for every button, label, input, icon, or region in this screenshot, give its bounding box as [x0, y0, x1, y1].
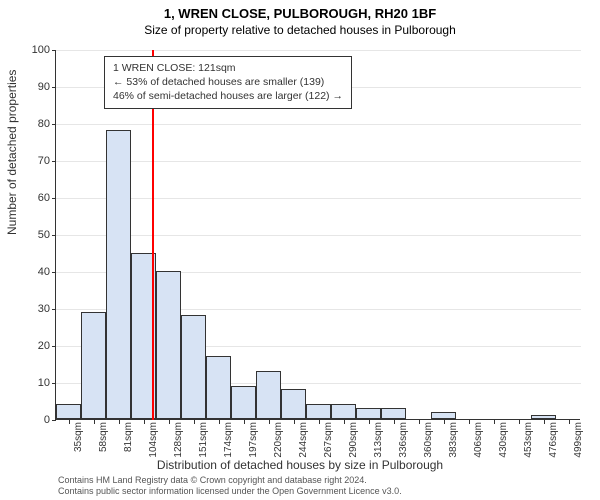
chart-container: 1, WREN CLOSE, PULBOROUGH, RH20 1BF Size… — [0, 0, 600, 500]
ytick-label: 80 — [20, 118, 50, 130]
xtick-mark — [94, 420, 95, 424]
histogram-bar — [356, 408, 381, 419]
ytick-mark — [52, 235, 56, 236]
xtick-mark — [419, 420, 420, 424]
ytick-mark — [52, 420, 56, 421]
xtick-mark — [544, 420, 545, 424]
ytick-label: 30 — [20, 303, 50, 315]
footer-line2: Contains public sector information licen… — [58, 486, 402, 497]
histogram-bar — [281, 389, 306, 419]
ytick-label: 90 — [20, 81, 50, 93]
ytick-label: 100 — [20, 44, 50, 56]
ytick-mark — [52, 346, 56, 347]
histogram-bar — [381, 408, 406, 419]
gridline — [56, 235, 581, 236]
ytick-mark — [52, 383, 56, 384]
plot-frame: 010203040506070809010035sqm58sqm81sqm104… — [55, 50, 580, 420]
xtick-mark — [494, 420, 495, 424]
xtick-mark — [69, 420, 70, 424]
ytick-label: 60 — [20, 192, 50, 204]
xtick-mark — [444, 420, 445, 424]
annotation-line2: ← 53% of detached houses are smaller (13… — [113, 75, 343, 89]
ytick-label: 10 — [20, 377, 50, 389]
ytick-label: 40 — [20, 266, 50, 278]
histogram-bar — [256, 371, 281, 419]
ytick-label: 50 — [20, 229, 50, 241]
histogram-bar — [431, 412, 456, 419]
xtick-mark — [319, 420, 320, 424]
histogram-bar — [331, 404, 356, 419]
xtick-mark — [219, 420, 220, 424]
plot-area: 010203040506070809010035sqm58sqm81sqm104… — [55, 50, 580, 420]
histogram-bar — [81, 312, 106, 419]
xtick-mark — [569, 420, 570, 424]
histogram-bar — [231, 386, 256, 419]
chart-subtitle: Size of property relative to detached ho… — [0, 21, 600, 37]
histogram-bar — [531, 415, 556, 419]
x-axis-label: Distribution of detached houses by size … — [0, 458, 600, 472]
xtick-mark — [269, 420, 270, 424]
ytick-label: 20 — [20, 340, 50, 352]
ytick-mark — [52, 87, 56, 88]
annotation-box: 1 WREN CLOSE: 121sqm← 53% of detached ho… — [104, 56, 352, 109]
gridline — [56, 161, 581, 162]
histogram-bar — [306, 404, 331, 419]
xtick-mark — [194, 420, 195, 424]
histogram-bar — [181, 315, 206, 419]
ytick-mark — [52, 309, 56, 310]
xtick-mark — [369, 420, 370, 424]
xtick-mark — [144, 420, 145, 424]
xtick-mark — [394, 420, 395, 424]
gridline — [56, 198, 581, 199]
xtick-mark — [119, 420, 120, 424]
chart-title: 1, WREN CLOSE, PULBOROUGH, RH20 1BF — [0, 0, 600, 21]
xtick-mark — [469, 420, 470, 424]
xtick-mark — [294, 420, 295, 424]
xtick-mark — [344, 420, 345, 424]
xtick-mark — [169, 420, 170, 424]
histogram-bar — [156, 271, 181, 419]
footer-attribution: Contains HM Land Registry data © Crown c… — [58, 475, 402, 498]
histogram-bar — [206, 356, 231, 419]
ytick-label: 0 — [20, 414, 50, 426]
xtick-mark — [519, 420, 520, 424]
ytick-mark — [52, 198, 56, 199]
y-axis-label: Number of detached properties — [5, 70, 19, 235]
footer-line1: Contains HM Land Registry data © Crown c… — [58, 475, 402, 486]
annotation-line3: 46% of semi-detached houses are larger (… — [113, 89, 343, 103]
gridline — [56, 124, 581, 125]
histogram-bar — [56, 404, 81, 419]
gridline — [56, 50, 581, 51]
ytick-label: 70 — [20, 155, 50, 167]
xtick-mark — [244, 420, 245, 424]
ytick-mark — [52, 50, 56, 51]
histogram-bar — [106, 130, 131, 419]
ytick-mark — [52, 124, 56, 125]
ytick-mark — [52, 161, 56, 162]
annotation-line1: 1 WREN CLOSE: 121sqm — [113, 61, 343, 75]
ytick-mark — [52, 272, 56, 273]
